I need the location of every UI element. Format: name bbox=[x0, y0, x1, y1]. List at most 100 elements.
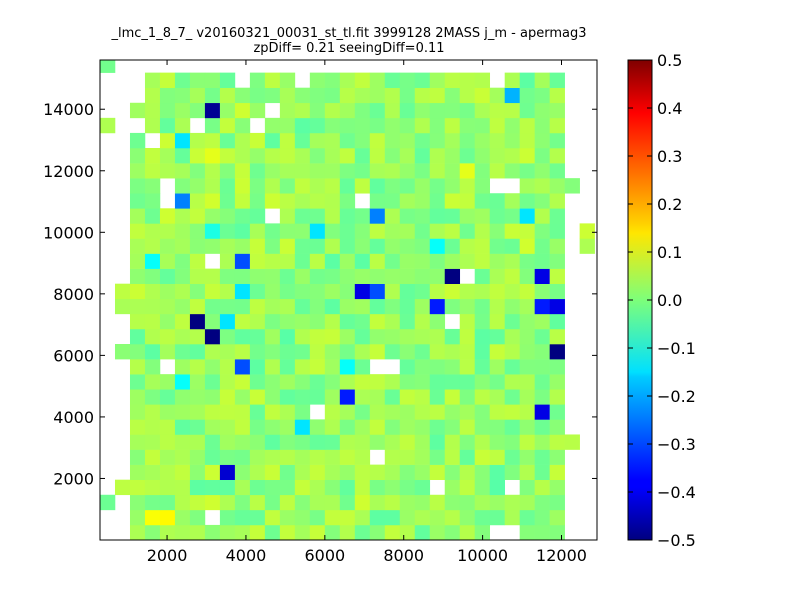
heatmap-cell bbox=[354, 524, 371, 541]
heatmap-cell bbox=[324, 494, 341, 511]
heatmap-cell bbox=[459, 193, 476, 209]
heatmap-cell bbox=[444, 253, 461, 269]
heatmap-cell bbox=[174, 117, 191, 134]
heatmap-cell bbox=[399, 374, 416, 390]
heatmap-cell bbox=[174, 298, 191, 315]
heatmap-cell bbox=[264, 178, 281, 194]
heatmap-cell bbox=[384, 208, 401, 224]
heatmap-cell bbox=[309, 132, 326, 149]
heatmap-cell bbox=[204, 479, 221, 496]
heatmap-cell bbox=[429, 328, 446, 345]
heatmap-cell bbox=[309, 434, 326, 450]
heatmap-cell bbox=[264, 464, 281, 480]
heatmap-cell bbox=[429, 208, 446, 224]
heatmap-cell bbox=[504, 449, 520, 465]
heatmap-cell bbox=[474, 479, 491, 496]
heatmap-cell bbox=[444, 72, 461, 88]
heatmap-cell bbox=[429, 359, 446, 375]
y-tick-label: 8000 bbox=[53, 285, 94, 304]
heatmap-cell bbox=[384, 389, 401, 405]
heatmap-cell bbox=[534, 283, 550, 300]
heatmap-cell bbox=[129, 509, 146, 526]
heatmap-cell bbox=[369, 328, 386, 345]
heatmap-cell bbox=[189, 344, 206, 360]
heatmap-cell bbox=[549, 132, 565, 149]
heatmap-cell bbox=[234, 208, 251, 224]
heatmap-cell bbox=[339, 404, 356, 420]
heatmap-cell bbox=[369, 87, 386, 104]
heatmap-cell bbox=[504, 298, 520, 315]
heatmap-cell bbox=[234, 449, 251, 465]
heatmap-cell bbox=[504, 359, 520, 375]
heatmap-cell bbox=[324, 132, 341, 149]
heatmap-cell bbox=[504, 208, 520, 224]
heatmap-cell bbox=[204, 313, 221, 330]
plot-frame bbox=[99, 59, 598, 541]
heatmap-cell bbox=[399, 449, 416, 465]
heatmap-cell bbox=[519, 253, 535, 269]
heatmap-cell bbox=[429, 193, 446, 209]
heatmap-cell bbox=[279, 344, 296, 360]
x-tick-label: 12000 bbox=[536, 546, 587, 565]
heatmap-cell bbox=[189, 178, 206, 194]
heatmap-cell bbox=[249, 479, 266, 496]
heatmap-cell bbox=[249, 148, 266, 164]
heatmap-cell bbox=[549, 479, 565, 496]
heatmap-cell bbox=[339, 253, 356, 269]
y-tick-label: 10000 bbox=[43, 223, 94, 242]
heatmap-cell bbox=[339, 163, 356, 179]
heatmap-cell bbox=[534, 163, 550, 179]
heatmap-cell bbox=[339, 132, 356, 149]
heatmap-cell bbox=[549, 163, 565, 179]
heatmap-cell bbox=[459, 298, 476, 315]
heatmap-cell bbox=[519, 524, 535, 541]
heatmap-cell bbox=[519, 359, 535, 375]
heatmap-cell bbox=[129, 283, 146, 300]
heatmap-cell bbox=[579, 223, 595, 239]
heatmap-cell bbox=[249, 374, 266, 390]
heatmap-cell bbox=[414, 404, 431, 420]
heatmap-cell bbox=[444, 223, 461, 239]
heatmap-cell bbox=[549, 359, 565, 375]
heatmap-cell bbox=[489, 132, 505, 149]
heatmap-cell bbox=[249, 494, 266, 511]
heatmap-cell bbox=[144, 72, 161, 88]
heatmap-cell bbox=[354, 328, 371, 345]
heatmap-cell bbox=[159, 102, 176, 119]
heatmap-cell bbox=[414, 178, 431, 194]
heatmap-cell bbox=[414, 374, 431, 390]
heatmap-cell bbox=[489, 419, 505, 435]
heatmap-cell bbox=[429, 344, 446, 360]
heatmap-cell bbox=[249, 298, 266, 315]
heatmap-cell bbox=[339, 494, 356, 511]
heatmap-cell bbox=[204, 374, 221, 390]
heatmap-cell bbox=[504, 148, 520, 164]
heatmap-cell bbox=[264, 328, 281, 345]
heatmap-cell bbox=[144, 298, 161, 315]
heatmap-cell bbox=[474, 253, 491, 269]
heatmap-cell bbox=[534, 193, 550, 209]
heatmap-cell bbox=[324, 449, 341, 465]
heatmap-cell bbox=[429, 178, 446, 194]
heatmap-cell bbox=[474, 464, 491, 480]
heatmap-cell bbox=[234, 238, 251, 254]
heatmap-cell bbox=[144, 464, 161, 480]
heatmap-cell bbox=[159, 283, 176, 300]
heatmap-cell bbox=[489, 404, 505, 420]
heatmap-cell bbox=[339, 524, 356, 541]
heatmap-cell bbox=[144, 344, 161, 360]
heatmap-cell bbox=[504, 313, 520, 330]
heatmap-cell bbox=[309, 87, 326, 104]
heatmap-cell bbox=[489, 449, 505, 465]
heatmap-cell bbox=[474, 87, 491, 104]
heatmap-cell bbox=[204, 298, 221, 315]
heatmap-cell bbox=[459, 163, 476, 179]
heatmap-cell bbox=[144, 102, 161, 119]
heatmap-cell bbox=[339, 509, 356, 526]
heatmap-cell bbox=[444, 419, 461, 435]
heatmap-cell bbox=[504, 268, 520, 284]
heatmap-cell bbox=[399, 87, 416, 104]
heatmap-cell bbox=[159, 223, 176, 239]
heatmap-cell bbox=[159, 464, 176, 480]
heatmap-cell bbox=[549, 464, 565, 480]
